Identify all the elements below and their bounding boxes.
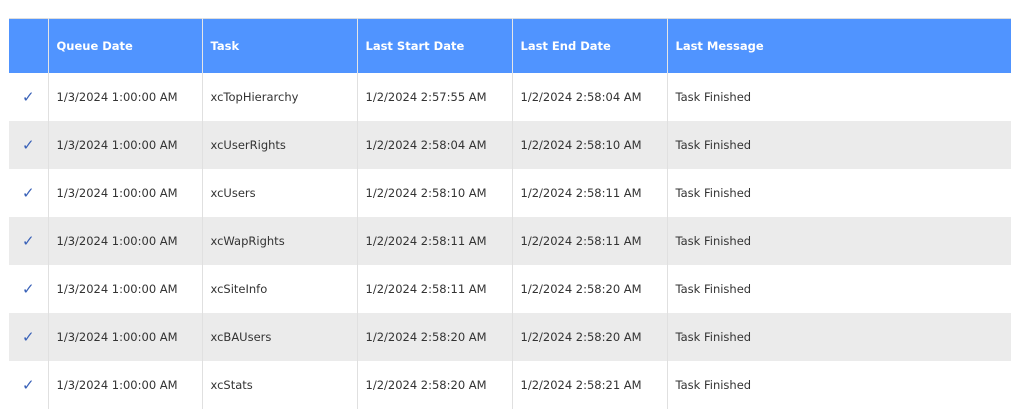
task-cell: xcSiteInfo <box>202 265 358 313</box>
task-cell: xcUsers <box>202 169 358 217</box>
last-end-date-cell: 1/2/2024 2:58:20 AM <box>512 265 668 313</box>
table-row[interactable]: ✓ 1/3/2024 1:00:00 AM xcWapRights 1/2/2024 … <box>9 217 1011 265</box>
task-cell: xcBAUsers <box>202 313 358 361</box>
table-row[interactable]: ✓ 1/3/2024 1:00:00 AM xcUsers 1/2/2024 2:58… <box>9 169 1011 217</box>
check-icon: ✓ <box>9 313 49 361</box>
check-icon: ✓ <box>9 121 49 169</box>
last-end-date-cell: 1/2/2024 2:58:20 AM <box>512 313 668 361</box>
queue-date-cell: 1/3/2024 1:00:00 AM <box>48 313 203 361</box>
task-cell: xcUserRights <box>202 121 358 169</box>
last-start-date-cell: 1/2/2024 2:58:10 AM <box>357 169 513 217</box>
queue-date-cell: 1/3/2024 1:00:00 AM <box>48 217 203 265</box>
header-row: Queue Date Task Last Start Date Last End… <box>9 18 1011 73</box>
last-end-date-cell: 1/2/2024 2:58:11 AM <box>512 169 668 217</box>
last-end-date-cell: 1/2/2024 2:58:04 AM <box>512 73 668 121</box>
column-header-last-start-date[interactable]: Last Start Date <box>357 18 513 73</box>
last-message-cell: Task Finished <box>675 90 752 104</box>
last-message-cell: Task Finished <box>667 121 1011 169</box>
last-end-date-cell: 1/2/2024 2:58:10 AM <box>512 121 668 169</box>
last-start-date-cell: 1/2/2024 2:58:20 AM <box>357 313 513 361</box>
column-header-last-end-date[interactable]: Last End Date <box>512 18 668 73</box>
queue-date-cell: 1/3/2024 1:00:00 AM <box>48 361 203 409</box>
last-end-date-cell: 1/2/2024 2:58:11 AM <box>512 217 668 265</box>
table-row[interactable]: ✓ 1/3/2024 1:00:00 AM xcStats 1/2/2024 2:58… <box>9 361 1011 409</box>
last-start-date-cell: 1/2/2024 2:57:55 AM <box>357 73 513 121</box>
table-row[interactable]: ✓ 1/3/2024 1:00:00 AM xcTopHierarchy 1/2/20… <box>9 73 1011 121</box>
column-header-queue-date[interactable]: Queue Date <box>48 18 203 73</box>
last-message-cell: Task Finished <box>675 282 752 296</box>
table-row[interactable]: ✓ 1/3/2024 1:00:00 AM xcSiteInfo 1/2/2024 2… <box>9 265 1011 313</box>
check-icon: ✓ <box>9 73 49 121</box>
last-start-date-cell: 1/2/2024 2:58:11 AM <box>357 265 513 313</box>
last-message-cell: Task Finished <box>667 313 1011 361</box>
queue-date-cell: 1/3/2024 1:00:00 AM <box>48 265 203 313</box>
task-cell: xcStats <box>202 361 358 409</box>
last-end-date-cell: 1/2/2024 2:58:21 AM <box>512 361 668 409</box>
queue-date-cell: 1/3/2024 1:00:00 AM <box>48 121 203 169</box>
check-icon: ✓ <box>9 361 49 409</box>
check-icon: ✓ <box>9 265 49 313</box>
column-header-status[interactable] <box>9 18 49 73</box>
column-header-last-message[interactable]: Last Message <box>667 18 1011 73</box>
task-cell: xcTopHierarchy <box>202 73 358 121</box>
queue-date-cell: 1/3/2024 1:00:00 AM <box>48 169 203 217</box>
last-start-date-cell: 1/2/2024 2:58:11 AM <box>357 217 513 265</box>
last-message-cell: Task Finished <box>675 186 752 200</box>
last-start-date-cell: 1/2/2024 2:58:20 AM <box>357 361 513 409</box>
queue-date-cell: 1/3/2024 1:00:00 AM <box>48 73 203 121</box>
task-queue-table: Queue Date Task Last Start Date Last End… <box>9 18 1011 409</box>
last-message-cell: Task Finished <box>675 378 752 392</box>
column-header-task[interactable]: Task <box>202 18 358 73</box>
table-row[interactable]: ✓ 1/3/2024 1:00:00 AM xcUserRights 1/2/2024… <box>9 121 1011 169</box>
table-row[interactable]: ✓ 1/3/2024 1:00:00 AM xcBAUsers 1/2/2024 2:… <box>9 313 1011 361</box>
check-icon: ✓ <box>9 217 49 265</box>
check-icon: ✓ <box>9 169 49 217</box>
last-start-date-cell: 1/2/2024 2:58:04 AM <box>357 121 513 169</box>
last-message-cell: Task Finished <box>667 217 1011 265</box>
task-cell: xcWapRights <box>202 217 358 265</box>
